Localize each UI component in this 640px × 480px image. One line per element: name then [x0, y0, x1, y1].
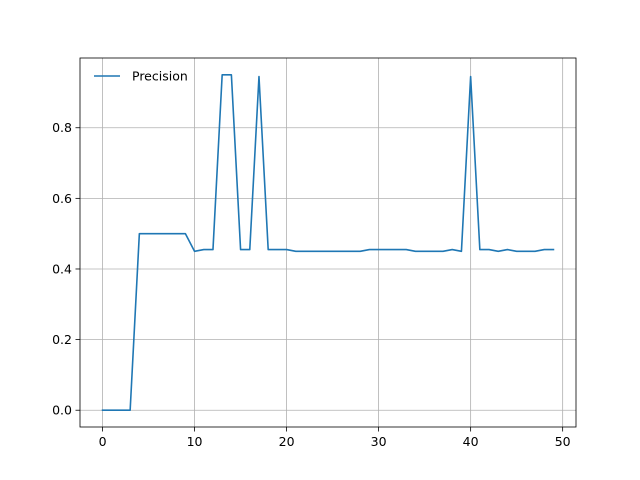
legend: Precision: [94, 69, 188, 84]
x-tick-label: 20: [279, 434, 295, 449]
axes: 0 10 20 30 40 50 0.0 0.2 0.4 0.6 0.8: [52, 57, 577, 449]
x-tick-label: 40: [463, 434, 479, 449]
y-tick-label: 0.4: [52, 261, 72, 276]
series-layer: [101, 73, 555, 412]
series-line-precision: [101, 73, 555, 412]
y-tick-label: 0.2: [52, 332, 72, 347]
x-tick-label: 0: [99, 434, 107, 449]
x-tick-label: 30: [371, 434, 387, 449]
x-tick-label: 10: [187, 434, 203, 449]
plot-frame: [79, 57, 577, 428]
y-tick-label: 0.8: [52, 120, 72, 135]
grid: [80, 58, 576, 427]
y-tick-label: 0.0: [52, 403, 72, 418]
x-tick-label: 50: [555, 434, 571, 449]
legend-label: Precision: [132, 69, 188, 84]
y-tick-label: 0.6: [52, 191, 72, 206]
